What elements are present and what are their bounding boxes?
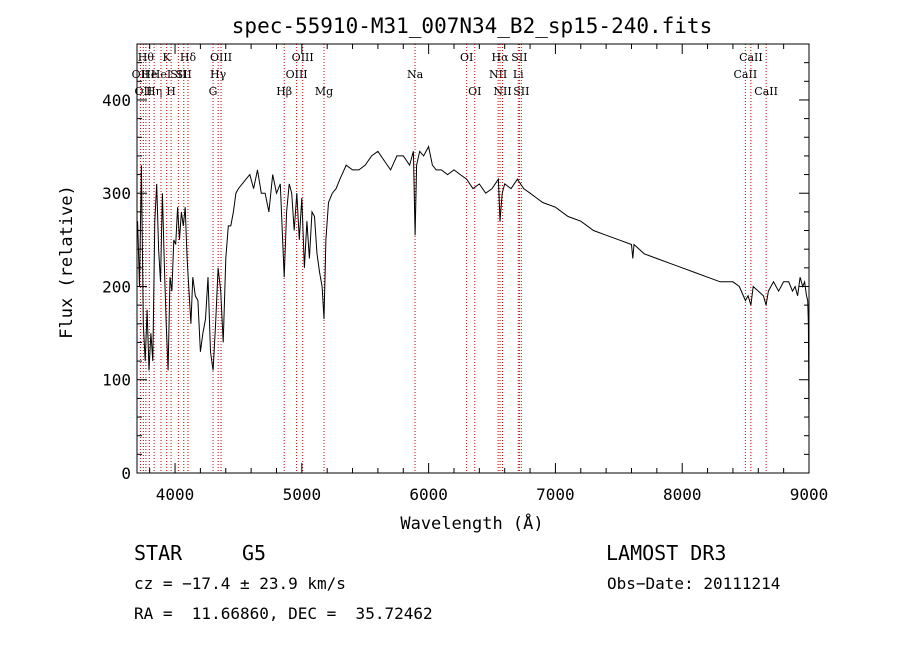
spectral-line-label: OII <box>132 68 150 81</box>
spectral-line-label: Hβ <box>276 85 292 98</box>
spectral-line-label: OI <box>460 51 473 64</box>
x-tick-label: 7000 <box>536 485 575 504</box>
object-class: STAR <box>134 541 183 565</box>
spectral-line-label: CaII <box>754 85 778 98</box>
x-tick-label: 6000 <box>409 485 448 504</box>
object-subclass: G5 <box>242 541 267 565</box>
spectral-line-label: Na <box>407 68 424 81</box>
spectral-line-label: CaII <box>739 51 763 64</box>
spectral-line-label: OIII <box>286 68 308 81</box>
spectrum-line <box>137 145 810 432</box>
spectral-line-label: OII <box>134 85 152 98</box>
spectral-line-markers: OIIOIIHθHeHηHeIKHSIISIIHδGHγOIIIHβOIIIOI… <box>132 44 778 473</box>
spectral-line-label: Hθ <box>138 51 155 64</box>
spectral-line-label: Hδ <box>180 51 197 64</box>
spectral-line-label: SII <box>170 68 186 81</box>
y-axis-label: Flux (relative) <box>57 185 77 339</box>
survey-name: LAMOST DR3 <box>606 541 727 565</box>
spectral-line-label: OIII <box>292 51 314 64</box>
spectral-line-label: Hγ <box>210 68 227 81</box>
y-tick-label: 400 <box>102 91 131 110</box>
spectral-line-label: Li <box>513 68 524 81</box>
spectral-line-label: OIII <box>210 51 232 64</box>
redshift-velocity: cz = −17.4 ± 23.9 km/s <box>134 574 346 593</box>
spectral-line-label: Mg <box>315 85 333 98</box>
x-axis-label: Wavelength (Å) <box>400 512 543 534</box>
observation-date: Obs−Date: 20111214 <box>607 574 781 593</box>
y-tick-label: 300 <box>102 184 131 203</box>
spectral-line-label: OI <box>468 85 481 98</box>
x-tick-label: 9000 <box>790 485 829 504</box>
y-tick-label: 0 <box>121 464 131 483</box>
spectral-line-label: NII <box>489 68 507 81</box>
sky-coordinates: RA = 11.66860, DEC = 35.72462 <box>134 604 433 623</box>
x-tick-label: 4000 <box>156 485 195 504</box>
plot-frame <box>136 43 810 474</box>
spectral-line-label: G <box>209 85 218 98</box>
spectral-line-label: He <box>141 68 157 81</box>
spectral-line-label: CaII <box>734 68 758 81</box>
spectral-line-label: SII <box>511 51 527 64</box>
y-tick-label: 200 <box>102 277 131 296</box>
spectral-line-label: H <box>166 85 176 98</box>
y-axis-ticks: 0 100 200 300 400 <box>102 62 809 483</box>
spectral-line-label: HeI <box>151 68 171 81</box>
spectral-line-label: Hα <box>491 51 509 64</box>
x-tick-label: 8000 <box>663 485 702 504</box>
spectral-line-label: SII <box>176 68 192 81</box>
spectral-line-label: K <box>163 51 172 64</box>
x-tick-label: 5000 <box>283 485 322 504</box>
y-tick-label: 100 <box>102 371 131 390</box>
spectral-line-label: SII <box>513 85 529 98</box>
spectral-line-label: Hη <box>146 85 162 98</box>
spectral-line-label: NII <box>493 85 511 98</box>
x-axis-ticks: 4000 5000 6000 7000 8000 9000 <box>149 44 829 504</box>
chart-title: spec-55910-M31_007N34_B2_sp15-240.fits <box>232 14 712 38</box>
